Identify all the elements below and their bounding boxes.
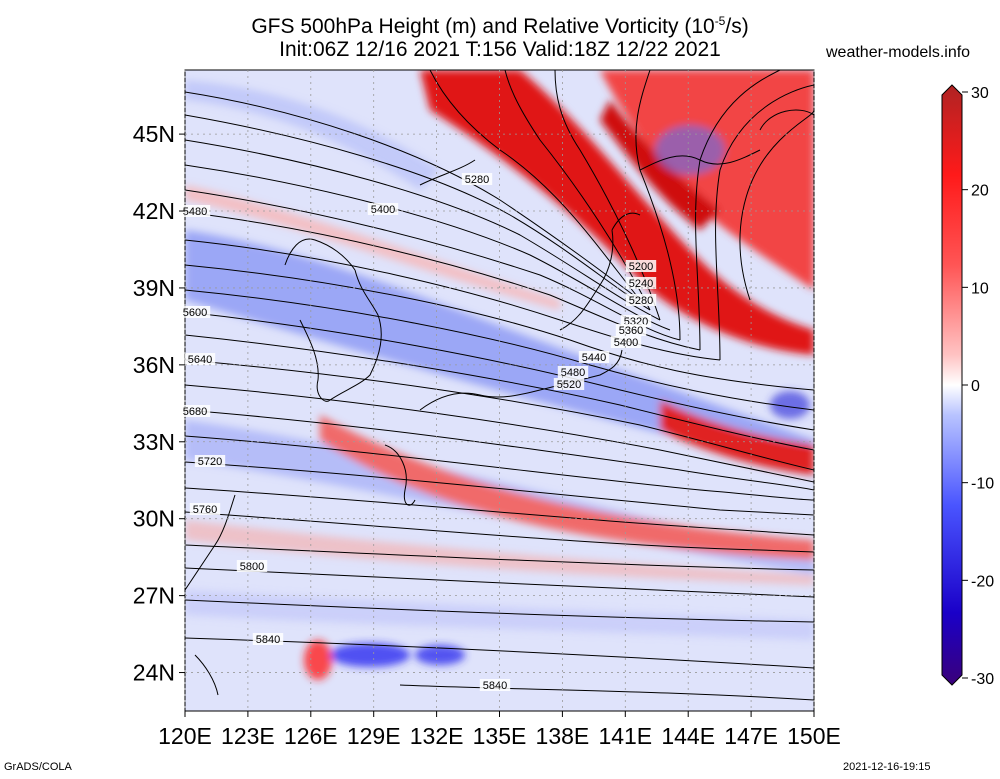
coastlines bbox=[185, 149, 761, 696]
latitude-axis: 45N 42N 39N 36N 33N 30N 27N 24N bbox=[133, 121, 814, 686]
lat-label: 30N bbox=[133, 506, 175, 532]
lon-label: 129E bbox=[347, 723, 401, 749]
contour-label: 5680 bbox=[183, 406, 207, 418]
lon-label: 126E bbox=[284, 723, 338, 749]
contour-label: 5200 bbox=[629, 261, 653, 273]
contour-label-bg bbox=[179, 205, 211, 217]
colorbar-ticks: 30 20 10 0 -10 -20 -30 bbox=[962, 85, 994, 688]
contour-label-bg bbox=[553, 378, 585, 390]
contour-label-bg bbox=[367, 203, 399, 215]
lat-label: 33N bbox=[133, 429, 175, 455]
contour-label-bg bbox=[194, 455, 226, 467]
contour-label: 5440 bbox=[582, 352, 606, 364]
contour-label: 5760 bbox=[193, 504, 217, 516]
lon-label: 141E bbox=[598, 723, 652, 749]
contour-label: 5840 bbox=[256, 634, 280, 646]
lon-label: 123E bbox=[221, 723, 275, 749]
footer-timestamp: 2021-12-16-19:15 bbox=[843, 761, 931, 773]
contour-label-bg bbox=[610, 336, 642, 348]
contour-labels: 5280 5400 5480 5600 5640 5680 5720 5760 5800 5840… bbox=[179, 173, 657, 692]
lon-label: 147E bbox=[724, 723, 778, 749]
contour-label: 5600 bbox=[183, 307, 207, 319]
contour-label-bg bbox=[615, 324, 647, 336]
contour-label: 5840 bbox=[483, 680, 507, 692]
contour-label: 5520 bbox=[557, 379, 581, 391]
contour-label: 5240 bbox=[629, 278, 653, 290]
lon-label: 138E bbox=[536, 723, 590, 749]
contour-label: 5640 bbox=[188, 354, 212, 366]
map-subtitle: Init:06Z 12/16 2021 T:156 Valid:18Z 12/2… bbox=[279, 38, 721, 61]
contour-label-bg bbox=[461, 173, 493, 185]
height-contours bbox=[185, 70, 814, 701]
lat-label: 42N bbox=[133, 198, 175, 224]
lon-label: 135E bbox=[473, 723, 527, 749]
lat-label: 39N bbox=[133, 275, 175, 301]
colorbar-tick-label: 20 bbox=[971, 183, 989, 200]
contour-label-bg bbox=[479, 679, 511, 691]
contour-label-bg bbox=[557, 366, 589, 378]
contour-label: 5480 bbox=[183, 206, 207, 218]
site-watermark: weather-models.info bbox=[826, 44, 971, 61]
contour-label: 5280 bbox=[465, 174, 489, 186]
colorbar-tick-label: 30 bbox=[971, 85, 989, 102]
contour-label: 5400 bbox=[614, 337, 638, 349]
colorbar-tick-label: -30 bbox=[971, 671, 994, 688]
lat-label: 24N bbox=[133, 660, 175, 686]
contour-label-bg bbox=[179, 405, 211, 417]
lat-label: 27N bbox=[133, 583, 175, 609]
contour-label: 5280 bbox=[629, 295, 653, 307]
contour-label: 5720 bbox=[198, 456, 222, 468]
colorbar-tick-label: -20 bbox=[971, 573, 994, 590]
contour-label-bg bbox=[184, 353, 216, 365]
contour-label-bg bbox=[252, 633, 284, 645]
lon-label: 150E bbox=[787, 723, 841, 749]
lon-label: 132E bbox=[410, 723, 464, 749]
lat-label: 45N bbox=[133, 121, 175, 147]
lon-label: 120E bbox=[158, 723, 212, 749]
colorbar-scale bbox=[941, 84, 963, 686]
contour-label-bg bbox=[236, 560, 268, 572]
colorbar: 30 20 10 0 -10 -20 -30 bbox=[941, 84, 994, 688]
contour-label: 5400 bbox=[371, 204, 395, 216]
footer-credit: GrADS/COLA bbox=[4, 761, 72, 773]
contour-label-bg bbox=[625, 260, 657, 272]
lon-label: 144E bbox=[661, 723, 715, 749]
map-title: GFS 500hPa Height (m) and Relative Vorti… bbox=[251, 14, 749, 38]
contour-label-bg bbox=[625, 294, 657, 306]
contour-label-bg bbox=[189, 503, 221, 515]
colorbar-tick-label: 0 bbox=[971, 378, 980, 395]
contour-label: 5360 bbox=[619, 325, 643, 337]
contour-label: 5800 bbox=[240, 561, 264, 573]
contour-label-bg bbox=[625, 277, 657, 289]
colorbar-tick-label: -10 bbox=[971, 476, 994, 493]
contour-label-bg bbox=[179, 306, 211, 318]
colorbar-tick-label: 10 bbox=[971, 280, 989, 297]
contour-label-bg bbox=[578, 351, 610, 363]
contour-label: 5480 bbox=[561, 367, 585, 379]
longitude-axis: 120E 123E 126E 129E 132E 135E 138E 141E 144E 147E… bbox=[158, 70, 841, 749]
lat-label: 36N bbox=[133, 352, 175, 378]
